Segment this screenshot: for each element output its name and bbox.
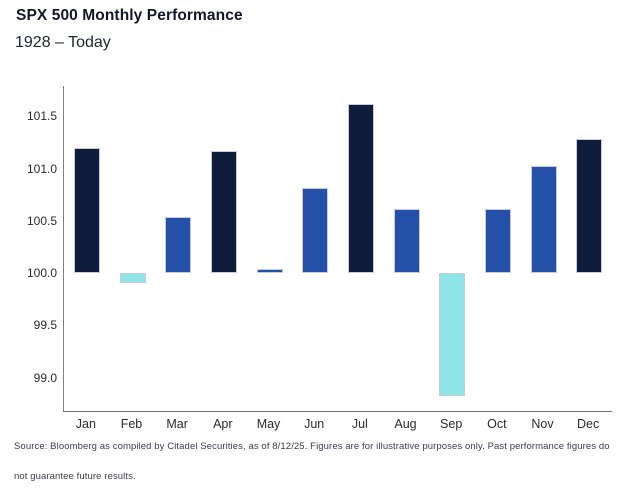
y-tick-label-99.0: 99.0 [33, 370, 57, 385]
bar-chart-plot-area [63, 86, 612, 412]
x-tick-label-mar: Mar [166, 417, 188, 431]
bar-jun [302, 188, 329, 274]
bar-nov [530, 166, 557, 274]
x-tick-label-oct: Oct [487, 417, 507, 431]
bar-sep [439, 273, 466, 397]
bar-aug [393, 209, 420, 274]
bar-dec [576, 139, 603, 274]
x-tick-label-aug: Aug [394, 417, 417, 431]
x-tick-label-feb: Feb [120, 417, 143, 431]
x-tick-label-jan: Jan [75, 417, 96, 431]
source-note-line-1: Source: Bloomberg as compiled by Citadel… [14, 441, 610, 452]
y-tick-label-101.5: 101.5 [26, 109, 57, 124]
x-tick-label-nov: Nov [531, 417, 554, 431]
y-tick-label-100.0: 100.0 [26, 266, 57, 281]
bar-apr [210, 150, 237, 274]
source-note-line-2: not guarantee future results. [14, 471, 136, 482]
chart-subtitle: 1928 – Today [15, 34, 111, 51]
x-tick-label-may: May [256, 417, 281, 431]
x-tick-label-apr: Apr [213, 417, 233, 431]
bar-oct [484, 209, 511, 274]
bar-mar [165, 216, 192, 274]
bar-feb [119, 273, 146, 284]
x-tick-label-dec: Dec [577, 417, 600, 431]
x-tick-label-jul: Jul [351, 417, 368, 431]
y-tick-label-101.0: 101.0 [26, 161, 57, 176]
chart-title: SPX 500 Monthly Performance [16, 7, 243, 24]
y-tick-label-99.5: 99.5 [33, 318, 57, 333]
bar-jul [347, 103, 374, 274]
x-tick-label-sep: Sep [440, 417, 463, 431]
y-tick-label-100.5: 100.5 [26, 213, 57, 228]
x-tick-label-jun: Jun [304, 417, 325, 431]
bar-may [256, 268, 283, 274]
bar-jan [73, 147, 100, 274]
